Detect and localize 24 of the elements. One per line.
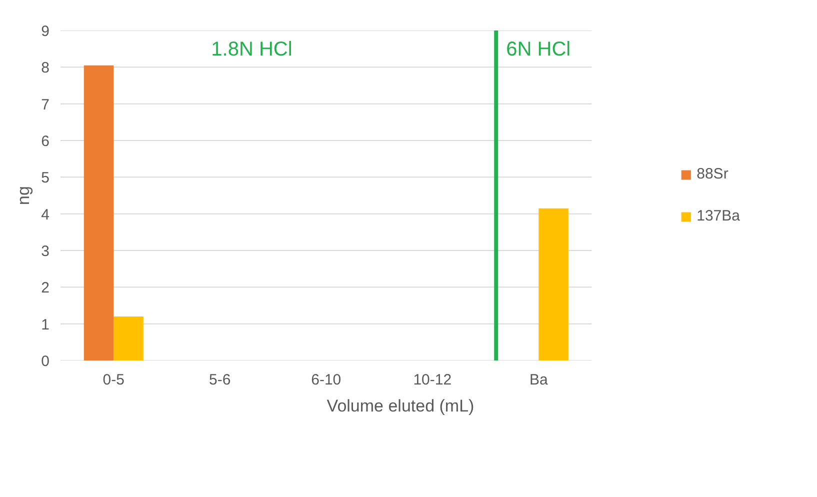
y-tick-label: 6	[41, 133, 50, 150]
x-tick-label: 0-5	[102, 372, 124, 388]
y-tick-label: 9	[41, 23, 50, 40]
y-tick-label: 7	[41, 96, 50, 114]
annotation: 1.8N HCl	[211, 38, 292, 60]
legend-label: 137Ba	[696, 208, 740, 224]
legend-label: 88Sr	[696, 166, 728, 182]
y-tick-label: 8	[41, 60, 50, 77]
x-axis-title: Volume eluted (mL)	[326, 396, 474, 416]
x-tick-label: 6-10	[311, 372, 342, 388]
y-tick-label: 0	[41, 353, 50, 370]
y-tick-label: 2	[41, 280, 50, 297]
y-tick-label: 4	[41, 206, 50, 224]
bar	[114, 316, 144, 360]
x-tick-label: 10-12	[413, 372, 452, 388]
x-tick-label: 5-6	[209, 372, 231, 388]
y-tick-label: 5	[41, 170, 50, 187]
y-tick-label: 3	[41, 243, 50, 260]
ref-line-label: 6N HCl	[506, 38, 571, 60]
x-tick-label: Ba	[529, 372, 548, 388]
y-axis-title: ng	[14, 186, 34, 205]
bar	[84, 65, 114, 360]
y-tick-label: 1	[41, 316, 50, 334]
bar	[538, 208, 568, 360]
